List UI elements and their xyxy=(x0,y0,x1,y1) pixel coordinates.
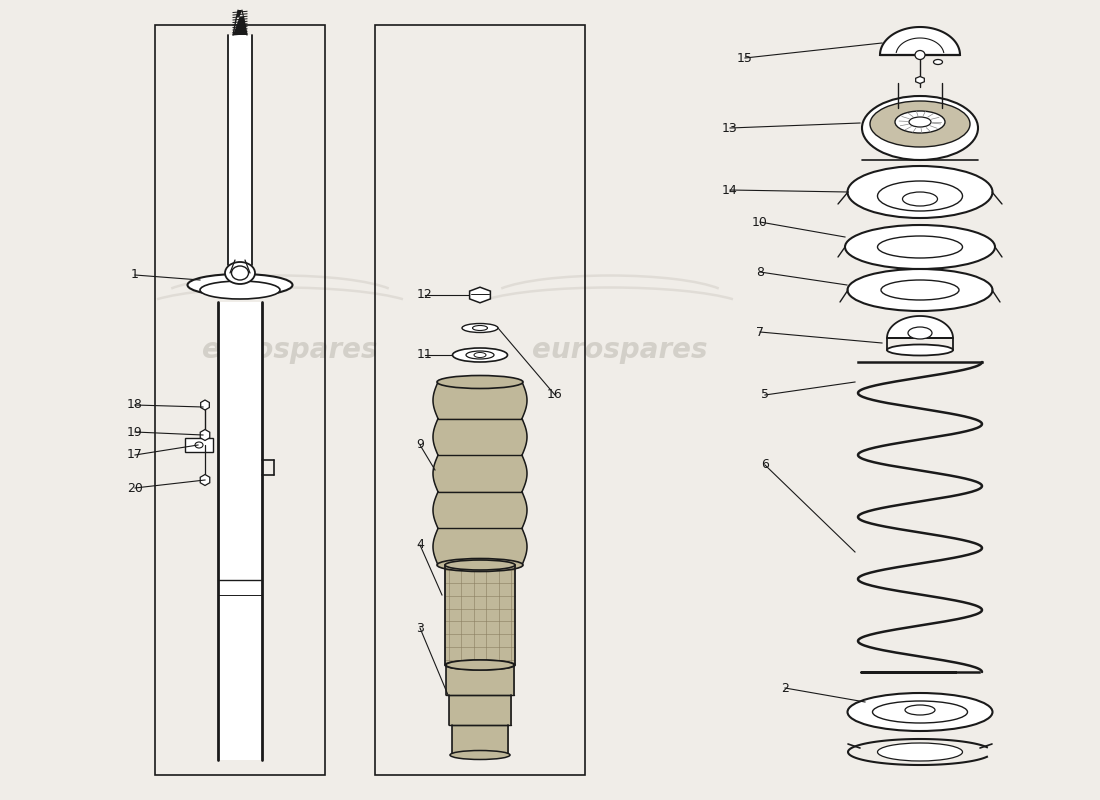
Ellipse shape xyxy=(847,693,992,731)
Ellipse shape xyxy=(847,269,992,311)
Polygon shape xyxy=(200,430,210,441)
Ellipse shape xyxy=(878,181,962,211)
Text: 16: 16 xyxy=(547,389,563,402)
Ellipse shape xyxy=(895,111,945,133)
Ellipse shape xyxy=(226,262,255,284)
Ellipse shape xyxy=(862,96,978,160)
Text: 20: 20 xyxy=(128,482,143,494)
Ellipse shape xyxy=(878,236,962,258)
Ellipse shape xyxy=(437,558,522,571)
Ellipse shape xyxy=(870,101,970,147)
Text: 8: 8 xyxy=(756,266,764,278)
Polygon shape xyxy=(433,382,527,418)
Polygon shape xyxy=(200,400,209,410)
Ellipse shape xyxy=(474,353,486,358)
Polygon shape xyxy=(452,725,508,755)
Polygon shape xyxy=(218,302,262,760)
Text: 12: 12 xyxy=(417,289,433,302)
Polygon shape xyxy=(200,474,210,486)
Ellipse shape xyxy=(466,351,494,359)
Polygon shape xyxy=(233,10,248,35)
Ellipse shape xyxy=(845,225,996,269)
Text: 19: 19 xyxy=(128,426,143,438)
Ellipse shape xyxy=(200,281,280,299)
Bar xyxy=(375,25,585,775)
Text: 9: 9 xyxy=(416,438,424,451)
Text: 2: 2 xyxy=(781,682,789,694)
Ellipse shape xyxy=(437,375,522,389)
Polygon shape xyxy=(915,77,924,83)
Text: 7: 7 xyxy=(756,326,764,338)
Text: 4: 4 xyxy=(416,538,424,551)
Ellipse shape xyxy=(473,326,487,330)
Ellipse shape xyxy=(446,660,514,670)
Polygon shape xyxy=(185,438,213,452)
Polygon shape xyxy=(446,565,515,665)
Ellipse shape xyxy=(187,274,293,296)
Text: 14: 14 xyxy=(722,183,738,197)
Polygon shape xyxy=(228,35,252,265)
Ellipse shape xyxy=(878,743,962,761)
Text: 11: 11 xyxy=(417,349,433,362)
Text: 18: 18 xyxy=(128,398,143,411)
Ellipse shape xyxy=(872,701,968,723)
Text: 15: 15 xyxy=(737,51,752,65)
Ellipse shape xyxy=(902,192,937,206)
Bar xyxy=(155,25,324,775)
Polygon shape xyxy=(449,695,512,725)
Text: eurospares: eurospares xyxy=(202,336,377,364)
Ellipse shape xyxy=(450,750,510,759)
Ellipse shape xyxy=(934,59,943,65)
Text: eurospares: eurospares xyxy=(532,336,707,364)
Text: 1: 1 xyxy=(131,269,139,282)
Ellipse shape xyxy=(195,442,204,448)
Text: 3: 3 xyxy=(416,622,424,634)
Text: 17: 17 xyxy=(128,449,143,462)
Ellipse shape xyxy=(909,117,931,127)
Ellipse shape xyxy=(881,280,959,300)
Polygon shape xyxy=(470,287,491,303)
Polygon shape xyxy=(433,492,527,528)
Ellipse shape xyxy=(446,660,515,670)
Ellipse shape xyxy=(847,166,992,218)
Polygon shape xyxy=(433,455,527,492)
Ellipse shape xyxy=(446,560,515,570)
Polygon shape xyxy=(433,418,527,455)
Text: 6: 6 xyxy=(761,458,769,471)
Polygon shape xyxy=(887,316,953,338)
Polygon shape xyxy=(880,27,960,55)
Ellipse shape xyxy=(462,323,498,333)
Ellipse shape xyxy=(915,50,925,59)
Ellipse shape xyxy=(887,345,953,355)
Polygon shape xyxy=(446,665,514,695)
Ellipse shape xyxy=(231,266,249,280)
Ellipse shape xyxy=(452,348,507,362)
Text: 10: 10 xyxy=(752,215,768,229)
Ellipse shape xyxy=(908,327,932,339)
Polygon shape xyxy=(433,528,527,565)
Text: 5: 5 xyxy=(761,389,769,402)
Ellipse shape xyxy=(905,705,935,715)
Text: 13: 13 xyxy=(722,122,738,134)
